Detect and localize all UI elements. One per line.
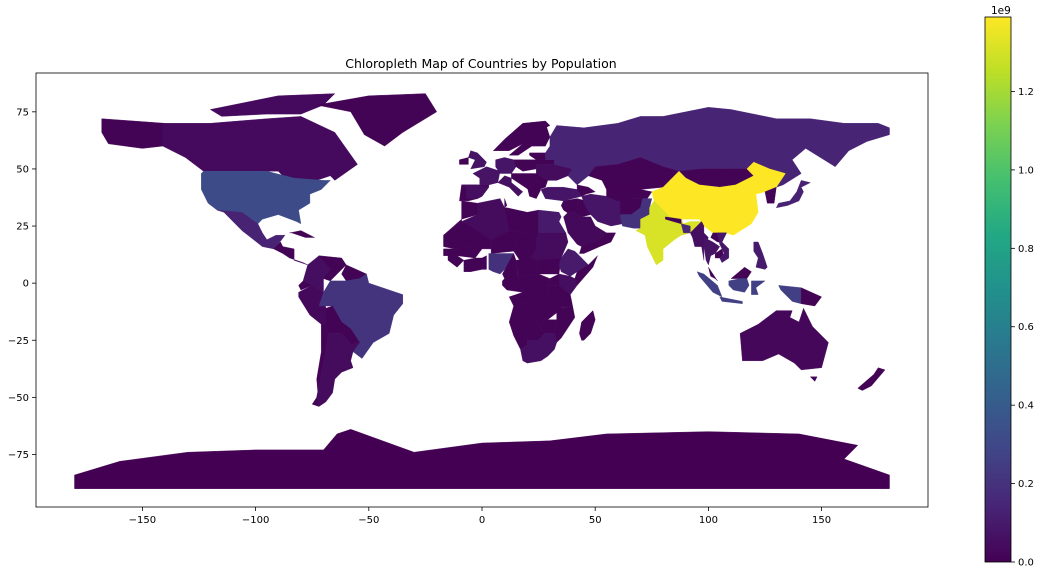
country-other-countries [579,310,596,341]
country-shapes [74,93,890,489]
country-other-countries [513,159,537,172]
country-other-countries [531,122,551,147]
country-philippines [753,241,768,270]
colorbar [984,16,1012,563]
country-other-countries [443,248,458,256]
country-other-countries [764,186,777,204]
country-indonesia [751,280,766,295]
country-antarctica [74,429,890,489]
country-spain [461,184,490,199]
country-other-countries [857,367,886,391]
country-other-countries [708,267,718,282]
country-other-countries [447,255,465,268]
country-other-countries [101,118,166,149]
y-tick-label: 75 [16,107,29,118]
y-tick-label: 25 [16,222,29,233]
country-other-countries [730,266,752,279]
country-other-countries [576,184,596,197]
country-india [635,200,703,266]
x-tick-label: 150 [812,515,831,526]
country-france [472,166,501,186]
country-other-countries [579,232,616,254]
y-tick-label: 0 [23,279,29,290]
country-other-countries [504,198,508,209]
country-indonesia [728,278,750,293]
country-indonesia [719,296,743,304]
colorbar-tick-label: 0.0 [1018,558,1034,569]
x-tick-label: 0 [479,515,485,526]
country-other-countries [531,301,557,325]
country-germany [495,157,517,174]
country-other-countries [459,157,469,165]
country-canada [162,116,358,188]
country-other-countries [536,257,562,275]
country-canada [209,93,336,117]
x-tick-label: −150 [129,515,156,526]
colorbar-tick-label: 0.8 [1018,244,1034,255]
x-tick-label: −100 [242,515,269,526]
colorbar-tick-label: 0.4 [1018,401,1034,412]
country-other-countries [809,376,818,382]
country-other-countries [316,93,437,147]
colorbar-tick-label: 0.6 [1018,322,1034,333]
country-south-africa [520,333,557,364]
country-australia [739,307,829,371]
y-tick-label: −25 [8,336,29,347]
country-argentina [316,333,361,407]
country-other-countries [463,257,483,272]
y-tick-label: −75 [8,450,29,461]
y-tick-label: 50 [16,164,29,175]
country-mexico [217,209,286,250]
colorbar-tick-label: 1.0 [1018,165,1034,176]
colorbar-multiplier: 1e9 [991,5,1011,17]
country-other-countries [515,257,539,277]
country-united-kingdom [468,150,487,170]
country-vietnam [717,232,729,263]
y-axis: 75 50 25 0 −25 −50 −75 [8,107,36,461]
country-italy [497,175,524,197]
y-tick-label: −50 [8,393,29,404]
colorbar-axis: 0.0 0.2 0.4 0.6 0.8 1.0 1.2 [1011,87,1034,569]
country-other-countries [536,159,555,165]
x-tick-label: 50 [589,515,602,526]
country-indonesia [778,285,802,304]
country-other-countries [801,287,822,307]
chart-title: Chloropleth Map of Countries by Populati… [345,56,616,71]
country-other-countries [492,120,551,151]
x-tick-label: −50 [358,515,379,526]
x-axis: −150 −100 −50 0 50 100 150 [129,507,831,526]
colorbar-tick-label: 1.2 [1018,87,1034,98]
country-thailand [703,237,720,266]
country-japan [775,180,811,209]
country-indonesia [696,271,723,298]
country-other-countries [481,255,487,270]
country-other-countries [289,230,315,238]
country-other-countries [298,280,313,291]
country-other-countries [318,255,347,282]
x-tick-label: 100 [699,515,718,526]
country-other-countries [527,186,542,199]
country-other-countries [273,241,308,266]
colorbar-tick-label: 0.2 [1018,479,1034,490]
